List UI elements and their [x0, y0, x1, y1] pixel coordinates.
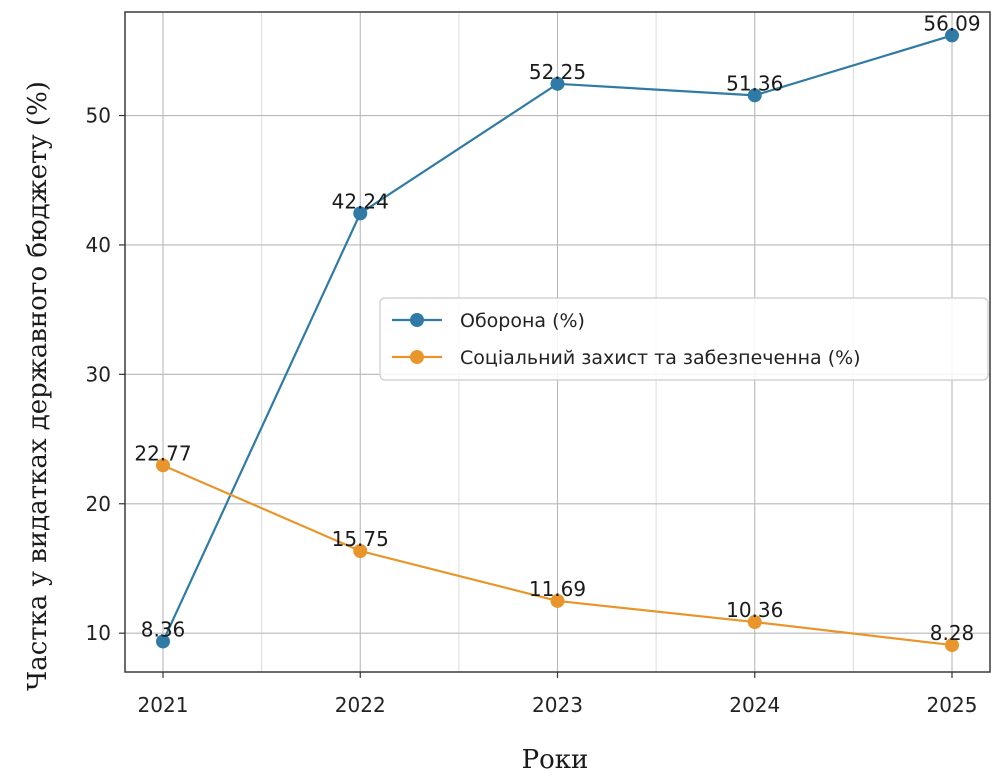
x-tick-label: 2024 — [729, 693, 780, 717]
data-label: 52.25 — [529, 60, 586, 84]
x-tick-label: 2025 — [927, 693, 978, 717]
y-axis-title: Частка у видатках державного бюджету (%) — [23, 81, 53, 691]
y-tick-label: 50 — [86, 104, 111, 128]
x-tick-label: 2023 — [532, 693, 583, 717]
y-tick-label: 40 — [86, 233, 111, 257]
data-label: 56.09 — [923, 11, 980, 35]
data-label: 8.36 — [141, 617, 186, 641]
data-point — [353, 206, 368, 221]
data-label: 51.36 — [726, 71, 783, 95]
data-point — [156, 634, 170, 649]
legend-label-defense: Оборона (%) — [460, 310, 585, 332]
legend-box — [379, 297, 989, 381]
legend-label-social: Соціальний захист та забезпеченна (%) — [460, 347, 861, 369]
data-label: 22.77 — [134, 441, 191, 465]
data-label: 10.36 — [726, 598, 783, 622]
data-labels: 8.36 42.24 52.25 51.36 56.09 22.77 15.75 11.69 1… — [134, 11, 980, 645]
data-label: 11.69 — [529, 577, 586, 601]
x-tick-label: 2021 — [138, 693, 189, 717]
data-point — [747, 615, 762, 630]
data-label: 42.24 — [332, 189, 389, 213]
legend-marker-defense — [410, 313, 424, 327]
y-tick-label: 30 — [86, 362, 111, 386]
y-tick-label: 20 — [86, 492, 111, 516]
data-point — [945, 28, 959, 43]
data-point — [550, 593, 565, 608]
data-label: 15.75 — [332, 527, 389, 551]
legend: Оборона (%) Соціальний захист та забезпе… — [379, 297, 989, 381]
y-tick-label: 10 — [86, 621, 111, 645]
data-point — [156, 458, 170, 473]
axis-ticks: 2021 2022 2023 2024 2025 10 20 30 40 50 — [86, 104, 978, 717]
x-axis-title: Роки — [522, 745, 589, 775]
series — [156, 28, 959, 653]
data-point — [747, 88, 762, 103]
data-point — [353, 544, 368, 558]
legend-marker-social — [410, 350, 424, 364]
data-label: 8.28 — [930, 621, 975, 645]
data-point — [550, 76, 565, 91]
data-point — [945, 638, 959, 653]
x-tick-label: 2022 — [335, 693, 386, 717]
